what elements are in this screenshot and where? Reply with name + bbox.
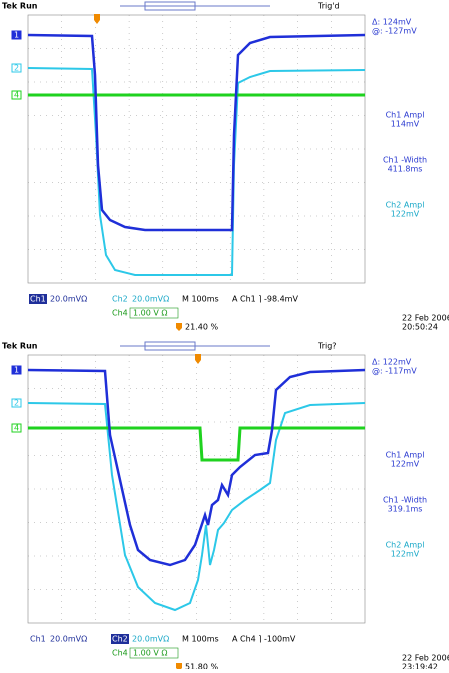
setting: A Ch1 ⌉ -98.4mV bbox=[232, 295, 298, 304]
measurement-label: Ch2 Ampl bbox=[386, 201, 425, 210]
trigger-marker bbox=[195, 354, 201, 364]
measurement-value: 114mV bbox=[391, 120, 420, 129]
ch4-trace bbox=[28, 428, 365, 460]
setting: 1.00 V Ω bbox=[133, 309, 167, 318]
setting: M 100ms bbox=[182, 635, 219, 644]
setting: 20.0mVΩ bbox=[132, 295, 169, 304]
channel-marker: 1 bbox=[14, 31, 19, 40]
date: 22 Feb 2006 bbox=[402, 654, 449, 663]
date: 22 Feb 2006 bbox=[402, 314, 449, 323]
measurement-value: 319.1ms bbox=[388, 505, 423, 514]
setting: M 100ms bbox=[182, 295, 219, 304]
ch1-trace bbox=[28, 35, 365, 230]
trigger-position-marker bbox=[176, 323, 182, 331]
screenshot: Tek Run Trig'd 1 2 4 Δ: 124mV@: -127mV Ch1 Amp… bbox=[0, 0, 449, 669]
setting: Ch1 bbox=[30, 635, 46, 644]
setting: Ch1 bbox=[30, 295, 46, 304]
measurement-label: Ch1 Ampl bbox=[386, 111, 425, 120]
setting: Ch4 bbox=[112, 649, 128, 658]
status: Tek Run bbox=[2, 342, 38, 351]
setting: 20.0mVΩ bbox=[50, 295, 87, 304]
cursor-readout: @: -117mV bbox=[372, 367, 417, 376]
time: 23:19:42 bbox=[402, 663, 438, 670]
trigger-state: Trig? bbox=[317, 342, 337, 351]
setting: A Ch4 ⌉ -100mV bbox=[232, 635, 296, 644]
measurement-value: 122mV bbox=[391, 460, 420, 469]
cursor-readout: @: -127mV bbox=[372, 27, 417, 36]
measurement-label: Ch1 -Width bbox=[383, 496, 427, 505]
trigger-state: Trig'd bbox=[317, 2, 340, 11]
channel-marker: 1 bbox=[14, 366, 19, 375]
measurement-label: Ch1 Ampl bbox=[386, 451, 425, 460]
cursor-readout: Δ: 124mV bbox=[372, 18, 412, 27]
time: 20:50:24 bbox=[402, 323, 438, 332]
channel-marker: 2 bbox=[14, 399, 19, 408]
measurement-value: 122mV bbox=[391, 550, 420, 559]
measurement-value: 411.8ms bbox=[388, 165, 423, 174]
status: Tek Run bbox=[2, 2, 38, 11]
channel-marker: 4 bbox=[14, 91, 19, 100]
ch2-trace bbox=[28, 403, 365, 610]
channel-marker: 2 bbox=[14, 64, 19, 73]
setting: Ch2 bbox=[112, 635, 128, 644]
trigger-position-marker bbox=[176, 663, 182, 669]
cursor-readout: Δ: 122mV bbox=[372, 358, 412, 367]
measurement-label: Ch1 -Width bbox=[383, 156, 427, 165]
channel-marker: 4 bbox=[14, 424, 19, 433]
measurement-value: 122mV bbox=[391, 210, 420, 219]
setting: 20.0mVΩ bbox=[50, 635, 87, 644]
trigger-position: 51.80 % bbox=[185, 663, 218, 670]
trigger-marker bbox=[94, 14, 100, 24]
measurement-label: Ch2 Ampl bbox=[386, 541, 425, 550]
trigger-position: 21.40 % bbox=[185, 323, 218, 332]
setting: Ch4 bbox=[112, 309, 128, 318]
setting: 20.0mVΩ bbox=[132, 635, 169, 644]
setting: Ch2 bbox=[112, 295, 128, 304]
setting: 1.00 V Ω bbox=[133, 649, 167, 658]
